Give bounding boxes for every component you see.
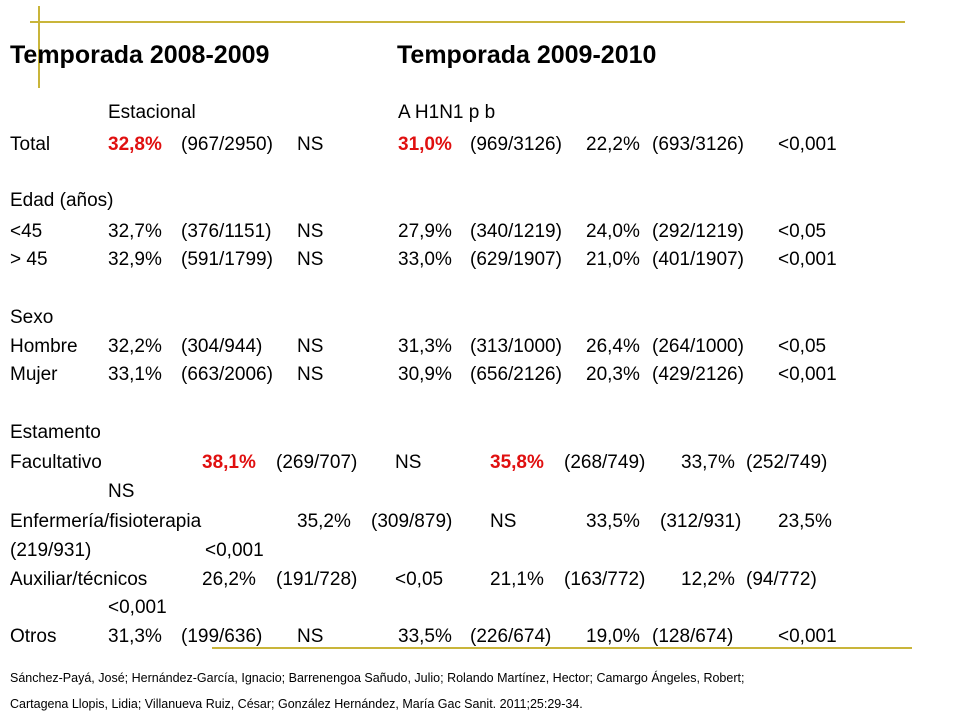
row-mujer-pct-2008: 33,1% — [108, 364, 162, 385]
row-total-pct-h1n1: 22,2% — [586, 134, 640, 155]
row-otros-n-h1n1: (128/674) — [652, 626, 734, 647]
row-lt45-label: <45 — [10, 221, 43, 242]
row-mujer-pct-seasonal-2009: 30,9% — [398, 364, 452, 385]
row-facultativo-pct-h1n1: 33,7% — [681, 452, 735, 473]
row-gt45-sig-2009: <0,001 — [778, 249, 837, 270]
row-lt45-n-h1n1: (292/1219) — [652, 221, 744, 242]
row-hombre-sig-2008: NS — [297, 336, 324, 357]
section-edad-title: Edad (años) — [10, 190, 114, 211]
subheader-estacional: Estacional — [108, 102, 196, 123]
row-facultativo-n-h1n1: (252/749) — [746, 452, 828, 473]
row-otros-sig-2009: <0,001 — [778, 626, 837, 647]
row-otros-label: Otros — [10, 626, 57, 647]
row-gt45-n-2008: (591/1799) — [181, 249, 273, 270]
row-otros-sig-2008: NS — [297, 626, 324, 647]
row-auxiliar-pct-seasonal-2009: 21,1% — [490, 569, 544, 590]
row-hombre-n-seasonal-2009: (313/1000) — [470, 336, 562, 357]
row-lt45-sig-2008: NS — [297, 221, 324, 242]
row-auxiliar-sig-2008: <0,05 — [395, 569, 444, 590]
season-2008-header: Temporada 2008-2009 — [10, 41, 270, 69]
row-facultativo-label: Facultativo — [10, 452, 102, 473]
row-hombre-pct-h1n1: 26,4% — [586, 336, 640, 357]
row-auxiliar-n-2008: (191/728) — [276, 569, 358, 590]
row-facultativo-pct-2008: 38,1% — [202, 452, 256, 473]
row-mujer-pct-h1n1: 20,3% — [586, 364, 640, 385]
row-mujer-n-2008: (663/2006) — [181, 364, 273, 385]
row-hombre-pct-2008: 32,2% — [108, 336, 162, 357]
row-mujer-label: Mujer — [10, 364, 58, 385]
row-total-label: Total — [10, 134, 51, 155]
row-enfermeria-sig-2009: <0,001 — [205, 540, 264, 561]
row-enfermeria-label: Enfermería/fisioterapia — [10, 511, 202, 532]
row-otros-pct-h1n1: 19,0% — [586, 626, 640, 647]
row-total-pct-2008: 32,8% — [108, 134, 162, 155]
row-total-pct-seasonal-2009: 31,0% — [398, 134, 452, 155]
row-facultativo-pct-seasonal-2009: 35,8% — [490, 452, 544, 473]
row-gt45-pct-2008: 32,9% — [108, 249, 162, 270]
row-lt45-n-seasonal-2009: (340/1219) — [470, 221, 562, 242]
row-gt45-n-seasonal-2009: (629/1907) — [470, 249, 562, 270]
row-enfermeria-pct-h1n1: 23,5% — [778, 511, 832, 532]
row-facultativo-n-2008: (269/707) — [276, 452, 358, 473]
row-auxiliar-pct-2008: 26,2% — [202, 569, 256, 590]
row-mujer-sig-2008: NS — [297, 364, 324, 385]
section-sexo-title: Sexo — [10, 307, 54, 328]
row-enfermeria-n-2008: (309/879) — [371, 511, 453, 532]
row-otros-n-2008: (199/636) — [181, 626, 263, 647]
row-enfermeria-pct-seasonal-2009: 33,5% — [586, 511, 640, 532]
row-total-n-2008: (967/2950) — [181, 134, 273, 155]
row-total-n-h1n1: (693/3126) — [652, 134, 744, 155]
row-auxiliar-n-h1n1: (94/772) — [746, 569, 817, 590]
row-mujer-n-seasonal-2009: (656/2126) — [470, 364, 562, 385]
row-auxiliar-pct-h1n1: 12,2% — [681, 569, 735, 590]
row-lt45-sig-2009: <0,05 — [778, 221, 827, 242]
row-gt45-n-h1n1: (401/1907) — [652, 249, 744, 270]
row-facultativo-sig-2008: NS — [395, 452, 422, 473]
left-accent-line — [38, 6, 40, 88]
row-lt45-pct-2008: 32,7% — [108, 221, 162, 242]
row-enfermeria-n-seasonal-2009: (312/931) — [660, 511, 742, 532]
row-enfermeria-sig-2008: NS — [490, 511, 517, 532]
row-hombre-n-h1n1: (264/1000) — [652, 336, 744, 357]
row-hombre-sig-2009: <0,05 — [778, 336, 827, 357]
bottom-accent-line — [212, 647, 912, 649]
row-hombre-pct-seasonal-2009: 31,3% — [398, 336, 452, 357]
row-facultativo-n-seasonal-2009: (268/749) — [564, 452, 646, 473]
row-total-sig-2009: <0,001 — [778, 134, 837, 155]
row-lt45-pct-h1n1: 24,0% — [586, 221, 640, 242]
top-accent-line — [30, 21, 905, 23]
row-mujer-sig-2009: <0,001 — [778, 364, 837, 385]
row-gt45-pct-h1n1: 21,0% — [586, 249, 640, 270]
row-lt45-n-2008: (376/1151) — [181, 221, 272, 242]
row-hombre-label: Hombre — [10, 336, 78, 357]
row-enfermeria-n-h1n1: (219/931) — [10, 540, 92, 561]
subheader-h1n1: A H1N1 p b — [398, 102, 496, 123]
row-auxiliar-sig-2009: <0,001 — [108, 597, 167, 618]
row-auxiliar-n-seasonal-2009: (163/772) — [564, 569, 646, 590]
row-enfermeria-pct-2008: 35,2% — [297, 511, 351, 532]
row-gt45-sig-2008: NS — [297, 249, 324, 270]
row-gt45-pct-seasonal-2009: 33,0% — [398, 249, 452, 270]
citation-line-2: Cartagena Llopis, Lidia; Villanueva Ruiz… — [10, 697, 583, 711]
row-gt45-label: > 45 — [10, 249, 48, 270]
row-total-sig-2008: NS — [297, 134, 324, 155]
row-facultativo-sig-2009: NS — [108, 481, 135, 502]
row-mujer-n-h1n1: (429/2126) — [652, 364, 744, 385]
row-otros-n-seasonal-2009: (226/674) — [470, 626, 552, 647]
citation-line-1: Sánchez-Payá, José; Hernández-García, Ig… — [10, 671, 745, 685]
season-2009-header: Temporada 2009-2010 — [397, 41, 657, 69]
row-otros-pct-seasonal-2009: 33,5% — [398, 626, 452, 647]
row-hombre-n-2008: (304/944) — [181, 336, 263, 357]
row-otros-pct-2008: 31,3% — [108, 626, 162, 647]
row-auxiliar-label: Auxiliar/técnicos — [10, 569, 148, 590]
section-estamento-title: Estamento — [10, 422, 101, 443]
row-total-n-seasonal-2009: (969/3126) — [470, 134, 562, 155]
row-lt45-pct-seasonal-2009: 27,9% — [398, 221, 452, 242]
